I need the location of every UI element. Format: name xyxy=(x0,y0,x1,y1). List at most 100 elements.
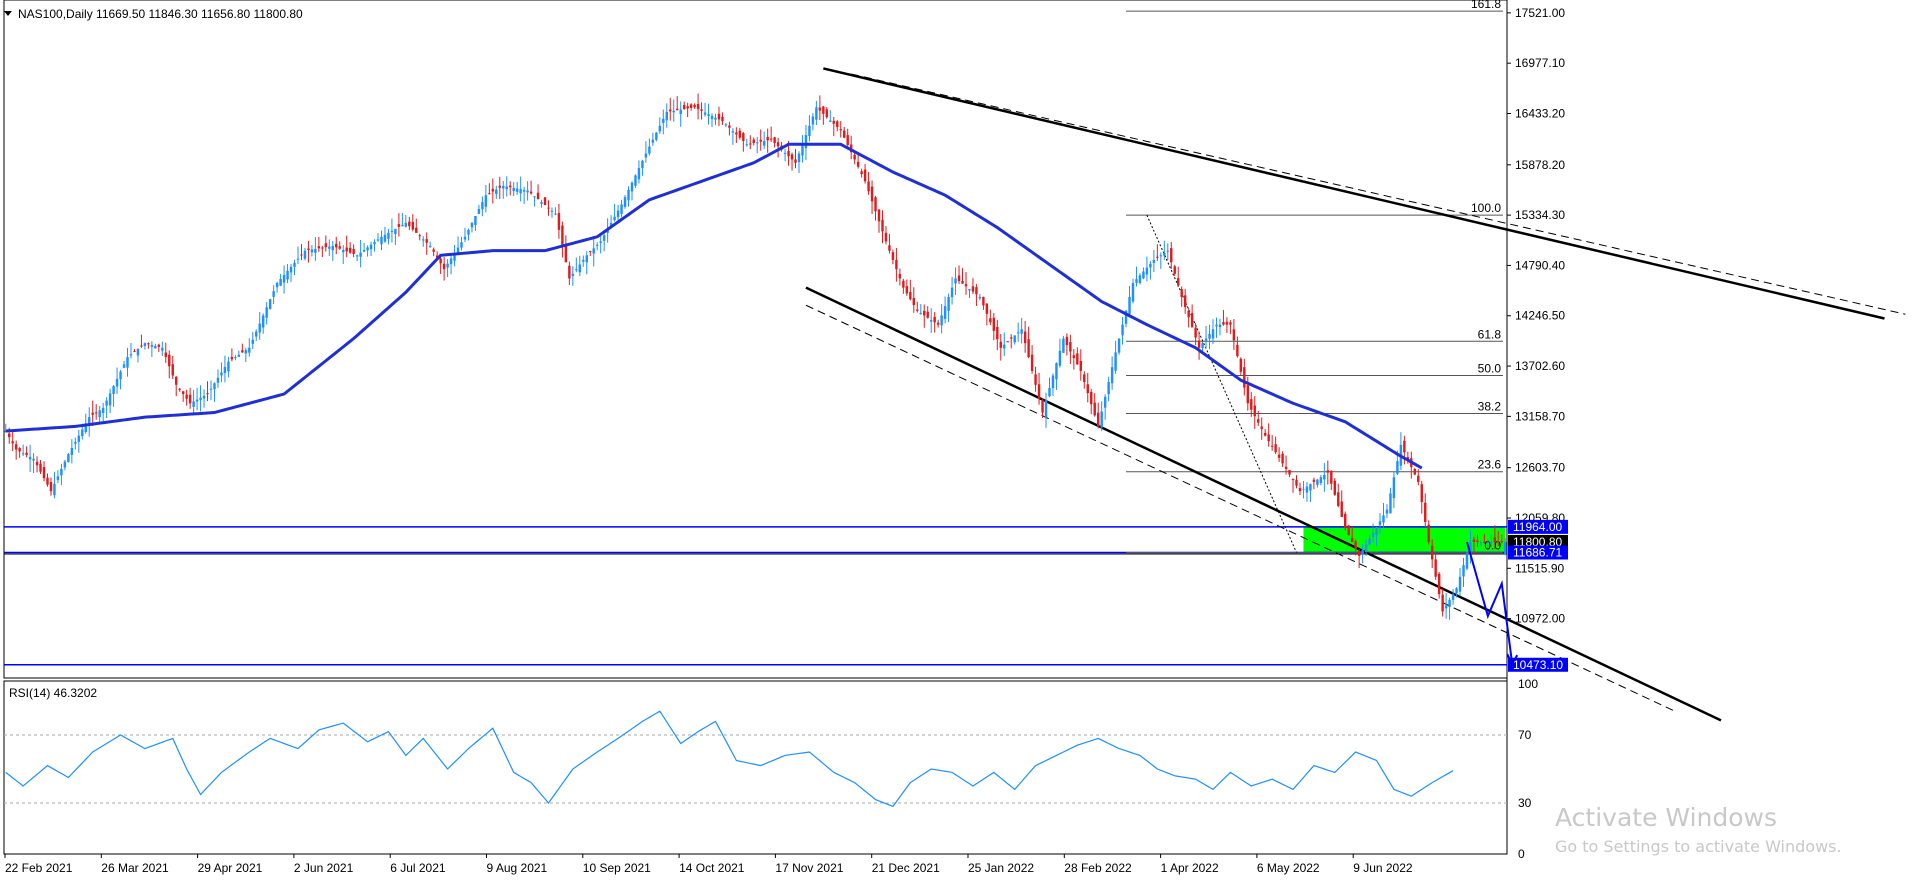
candle-body xyxy=(1048,387,1051,397)
candle-body xyxy=(1190,313,1194,328)
candle-body xyxy=(261,315,265,328)
candle-body xyxy=(248,347,251,353)
horizontal-levels xyxy=(4,526,1507,666)
candle-body xyxy=(839,129,842,131)
candle-body xyxy=(1382,515,1385,523)
candle-body xyxy=(999,341,1002,348)
candle-body xyxy=(1051,375,1055,389)
ma-line xyxy=(5,142,1423,470)
candle-body xyxy=(968,288,971,291)
candle-body xyxy=(265,307,268,318)
candle-body xyxy=(627,189,630,201)
candle-body xyxy=(749,143,752,145)
candle-body xyxy=(1424,502,1427,522)
candle-body xyxy=(919,313,922,315)
candle-body xyxy=(682,104,686,110)
candle-body xyxy=(1023,331,1027,344)
candle-body xyxy=(401,224,404,227)
menu-arrow-icon[interactable] xyxy=(4,11,12,16)
rsi-tick-label: 30 xyxy=(1518,796,1532,810)
candle-body xyxy=(1156,256,1159,258)
candle-body xyxy=(818,107,822,111)
candle-body xyxy=(84,423,87,433)
x-tick-label: 22 Feb 2021 xyxy=(5,861,73,875)
candle-body xyxy=(773,137,776,143)
candle-body xyxy=(550,210,554,212)
candle-body xyxy=(1180,289,1183,297)
candle-body xyxy=(665,111,668,121)
candle-body xyxy=(453,252,456,261)
x-tick-label: 17 Nov 2021 xyxy=(775,861,843,875)
candle-body xyxy=(536,192,540,200)
price-tag xyxy=(1508,545,1568,560)
candle-body xyxy=(554,213,557,215)
candle-body xyxy=(255,331,258,337)
candle-body xyxy=(905,286,909,294)
candle-body xyxy=(345,247,348,252)
candle-body xyxy=(425,239,428,243)
candle-body xyxy=(1166,250,1169,252)
candle-body xyxy=(495,189,498,195)
candle-body xyxy=(950,287,954,298)
candle-body xyxy=(1152,259,1156,263)
candle-body xyxy=(477,209,481,214)
candle-body xyxy=(863,169,867,182)
candle-body xyxy=(895,259,898,270)
candle-body xyxy=(947,296,950,311)
candle-body xyxy=(1250,399,1253,410)
candle-body xyxy=(1013,335,1016,343)
candle-body xyxy=(1204,338,1208,341)
candle-body xyxy=(557,213,561,230)
candle-body xyxy=(982,296,985,306)
candle-body xyxy=(769,138,773,140)
candle-body xyxy=(1316,479,1319,485)
candle-body xyxy=(1149,263,1152,268)
candle-body xyxy=(1090,391,1093,405)
fib-label: 23.6 xyxy=(1478,458,1502,472)
candle-body xyxy=(957,275,961,282)
candle-body xyxy=(1274,444,1277,453)
candle-body xyxy=(129,354,133,356)
x-tick-label: 14 Oct 2021 xyxy=(679,861,745,875)
candle-body xyxy=(1030,354,1034,371)
candle-body xyxy=(154,345,157,349)
candle-body xyxy=(258,323,261,333)
candle-body xyxy=(432,249,435,252)
y-tick-label: 16433.20 xyxy=(1515,106,1565,120)
x-tick-label: 25 Jan 2022 xyxy=(968,861,1034,875)
candle-body xyxy=(954,278,957,284)
candle-body xyxy=(1451,594,1455,600)
candle-body xyxy=(11,441,14,444)
candle-body xyxy=(1083,374,1086,383)
y-tick-label: 16977.10 xyxy=(1515,56,1565,70)
candle-body xyxy=(1069,342,1072,352)
candle-body xyxy=(171,364,174,376)
candle-body xyxy=(1302,488,1305,490)
candle-body xyxy=(533,196,536,198)
candle-body xyxy=(1270,445,1274,447)
candle-body xyxy=(338,246,341,249)
x-tick-label: 26 Mar 2021 xyxy=(101,861,169,875)
x-tick-label: 1 Apr 2022 xyxy=(1161,861,1219,875)
candle-body xyxy=(1194,327,1197,338)
candle-body xyxy=(728,125,731,128)
candle-body xyxy=(512,187,515,192)
candle-body xyxy=(502,185,505,189)
candle-body xyxy=(397,224,401,227)
candle-body xyxy=(1476,540,1479,543)
candle-body xyxy=(943,306,947,319)
candle-body xyxy=(289,266,293,273)
candle-body xyxy=(1055,363,1058,380)
candle-body xyxy=(324,243,328,248)
candle-body xyxy=(571,273,575,276)
candle-body xyxy=(39,463,42,472)
rsi-tick-label: 70 xyxy=(1518,728,1532,742)
candle-body xyxy=(366,247,369,251)
candle-body xyxy=(1003,344,1006,349)
candle-body xyxy=(1458,576,1462,592)
candle-body xyxy=(575,269,578,271)
candle-body xyxy=(296,258,300,260)
candle-body xyxy=(1229,322,1232,325)
candle-body xyxy=(411,221,415,230)
